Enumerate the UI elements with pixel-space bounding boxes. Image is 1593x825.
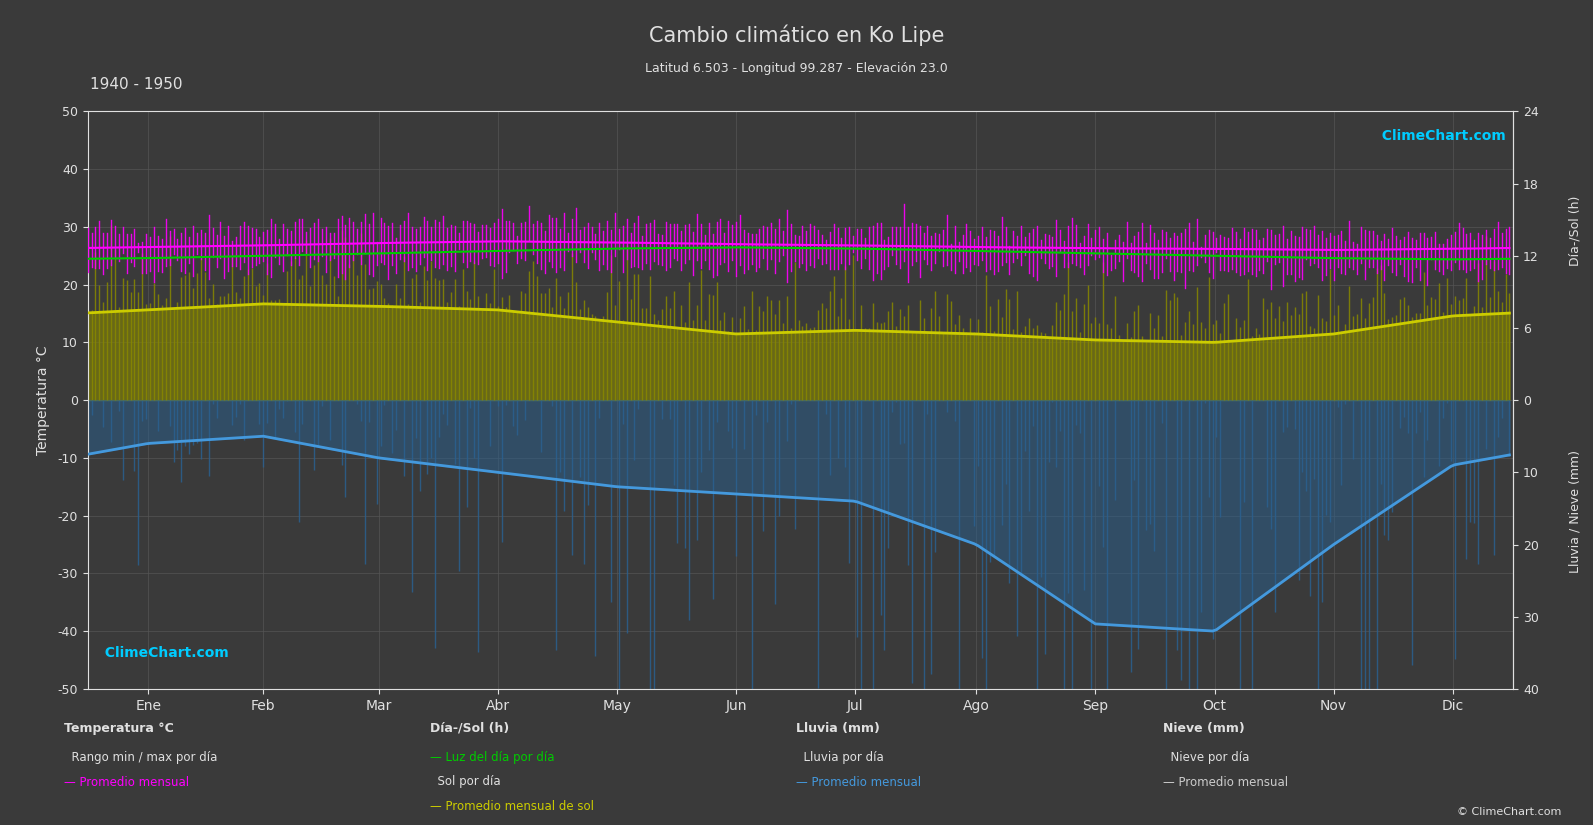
- Text: Lluvia (mm): Lluvia (mm): [796, 722, 881, 735]
- Text: Latitud 6.503 - Longitud 99.287 - Elevación 23.0: Latitud 6.503 - Longitud 99.287 - Elevac…: [645, 62, 948, 75]
- Text: — Promedio mensual: — Promedio mensual: [796, 776, 922, 789]
- Text: © ClimeChart.com: © ClimeChart.com: [1456, 807, 1561, 817]
- Text: Día-/Sol (h): Día-/Sol (h): [430, 722, 510, 735]
- Y-axis label: Temperatura °C: Temperatura °C: [37, 346, 51, 455]
- Text: — Promedio mensual de sol: — Promedio mensual de sol: [430, 800, 594, 813]
- Text: — Luz del día por día: — Luz del día por día: [430, 751, 554, 764]
- Text: Lluvia por día: Lluvia por día: [796, 751, 884, 764]
- Text: Lluvia / Nieve (mm): Lluvia / Nieve (mm): [1569, 450, 1582, 573]
- Text: ClimeChart.com: ClimeChart.com: [1373, 129, 1507, 143]
- Text: Nieve por día: Nieve por día: [1163, 751, 1249, 764]
- Text: — Promedio mensual: — Promedio mensual: [1163, 776, 1289, 789]
- Text: 1940 - 1950: 1940 - 1950: [91, 77, 183, 92]
- Text: ClimeChart.com: ClimeChart.com: [94, 646, 228, 660]
- Text: Cambio climático en Ko Lipe: Cambio climático en Ko Lipe: [648, 25, 945, 46]
- Text: Día-/Sol (h): Día-/Sol (h): [1569, 196, 1582, 266]
- Text: Temperatura °C: Temperatura °C: [64, 722, 174, 735]
- Text: — Promedio mensual: — Promedio mensual: [64, 776, 190, 789]
- Text: Sol por día: Sol por día: [430, 776, 500, 789]
- Text: Rango min / max por día: Rango min / max por día: [64, 751, 217, 764]
- Text: Nieve (mm): Nieve (mm): [1163, 722, 1244, 735]
